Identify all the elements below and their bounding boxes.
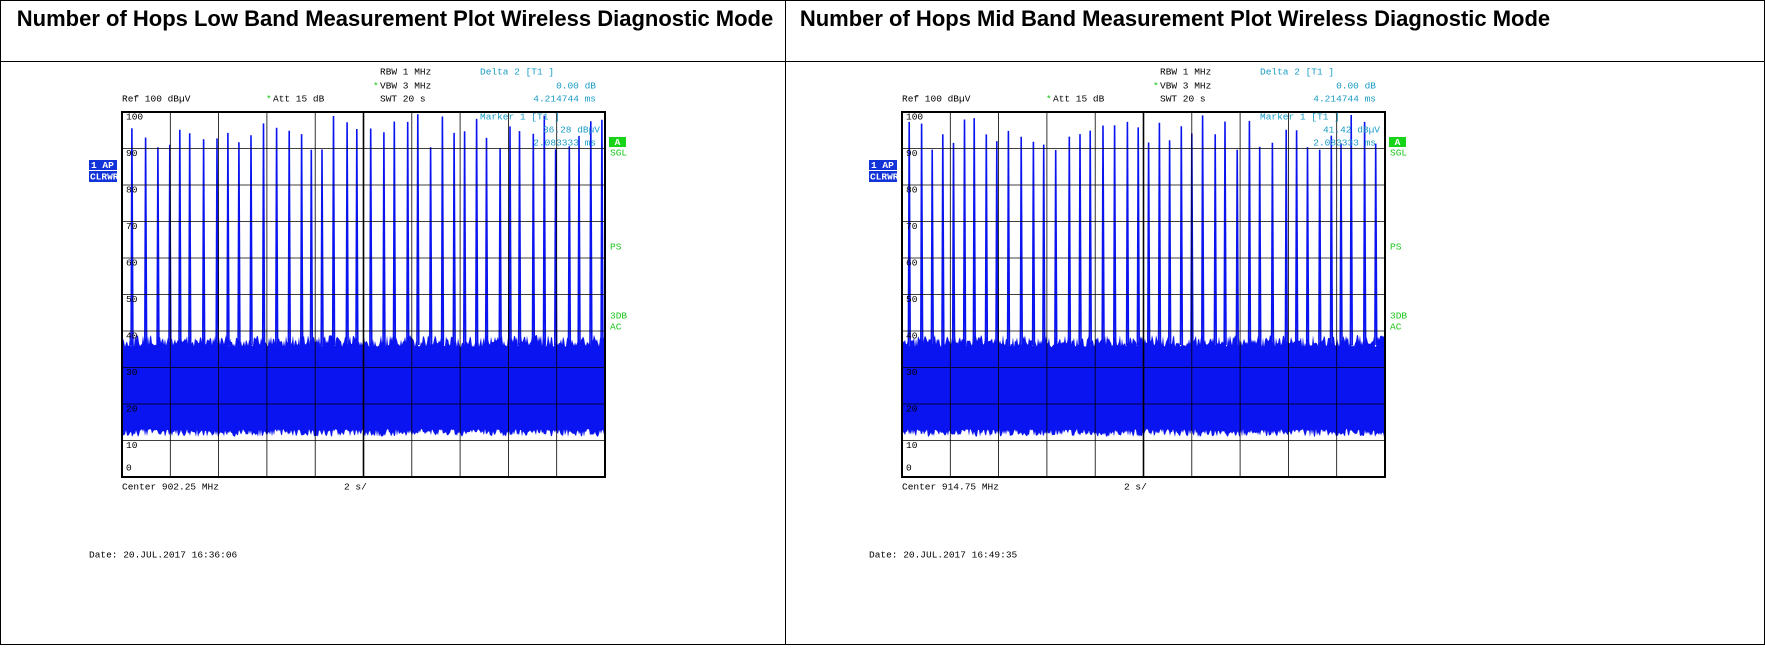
bandwidth: 3DB xyxy=(1390,311,1407,322)
delta-marker: Delta 2 [T1 ] xyxy=(1260,67,1334,78)
trace-label-box xyxy=(609,137,626,147)
span: 2 s/ xyxy=(344,482,367,493)
preset: PS xyxy=(1390,242,1402,253)
marker: Marker 1 [T1 ] xyxy=(1260,112,1340,123)
y-axis-label: 50 xyxy=(906,294,918,305)
trace-mode-box xyxy=(869,160,897,170)
vbw-flag: * xyxy=(1153,81,1159,92)
marker-level: 41.42 dBµV xyxy=(1323,125,1380,136)
y-axis-label: 20 xyxy=(906,404,918,415)
delta-level: 0.00 dB xyxy=(556,81,596,92)
panel-title: Number of Hops Low Band Measurement Plot… xyxy=(17,6,773,31)
delta-level: 0.00 dB xyxy=(1336,81,1376,92)
att-flag: * xyxy=(1046,94,1052,105)
vbw: VBW 3 MHz xyxy=(1160,81,1211,92)
plot-frame xyxy=(121,111,606,478)
trace-detector: CLRWR xyxy=(870,172,899,183)
trace-mode: 1 AP xyxy=(871,160,894,171)
y-axis-label: 100 xyxy=(126,112,143,123)
delta-time: 4.214744 ms xyxy=(533,94,596,105)
center-frequency: Center 902.25 MHz xyxy=(122,482,219,493)
trace-hops xyxy=(907,114,1378,346)
y-axis-label: 10 xyxy=(126,440,138,451)
sweep-mode: SGL xyxy=(610,148,627,159)
trace-detector-box xyxy=(89,171,117,182)
coupling: AC xyxy=(610,322,622,333)
y-axis-label: 30 xyxy=(906,367,918,378)
plot-frame xyxy=(901,111,1386,478)
vbw-flag: * xyxy=(373,81,379,92)
y-axis-label: 60 xyxy=(906,258,918,269)
swt: SWT 20 s xyxy=(1160,94,1206,105)
trace-label: A xyxy=(615,137,621,148)
vbw: VBW 3 MHz xyxy=(380,81,431,92)
att-flag: * xyxy=(266,94,272,105)
panel-title: Number of Hops Mid Band Measurement Plot… xyxy=(800,6,1550,31)
trace-label-box xyxy=(1389,137,1406,147)
coupling: AC xyxy=(1390,322,1402,333)
y-axis-label: 80 xyxy=(906,185,918,196)
rbw: RBW 1 MHz xyxy=(380,67,431,78)
trace-detector: CLRWR xyxy=(90,172,119,183)
center-frequency: Center 914.75 MHz xyxy=(902,482,999,493)
y-axis-label: 0 xyxy=(906,463,912,474)
y-axis-label: 90 xyxy=(906,148,918,159)
y-axis-label: 70 xyxy=(906,221,918,232)
y-axis-label: 20 xyxy=(126,404,138,415)
trace-label: A xyxy=(1395,137,1401,148)
marker: Marker 1 [T1 ] xyxy=(480,112,560,123)
y-axis-label: 70 xyxy=(126,221,138,232)
marker-level: 36.28 dBµV xyxy=(543,125,600,136)
marker-time: 2.083333 ms xyxy=(1313,138,1376,149)
attenuation: Att 15 dB xyxy=(1053,94,1105,105)
y-axis-label: 10 xyxy=(906,440,918,451)
y-axis-label: 40 xyxy=(126,331,138,342)
y-axis-label: 50 xyxy=(126,294,138,305)
marker-time: 2.083333 ms xyxy=(533,138,596,149)
delta-marker: Delta 2 [T1 ] xyxy=(480,67,554,78)
date: Date: 20.JUL.2017 16:49:35 xyxy=(869,550,1018,561)
ref-level: Ref 100 dBµV xyxy=(122,94,191,105)
trace-mode: 1 AP xyxy=(91,160,114,171)
delta-time: 4.214744 ms xyxy=(1313,94,1376,105)
sweep-mode: SGL xyxy=(1390,148,1407,159)
y-axis-label: 100 xyxy=(906,112,923,123)
y-axis-label: 40 xyxy=(906,331,918,342)
trace-mode-box xyxy=(89,160,117,170)
trace-detector-box xyxy=(869,171,897,182)
span: 2 s/ xyxy=(1124,482,1147,493)
y-axis-label: 30 xyxy=(126,367,138,378)
y-axis-label: 80 xyxy=(126,185,138,196)
y-axis-label: 90 xyxy=(126,148,138,159)
bandwidth: 3DB xyxy=(610,311,627,322)
ref-level: Ref 100 dBµV xyxy=(902,94,971,105)
y-axis-label: 0 xyxy=(126,463,132,474)
swt: SWT 20 s xyxy=(380,94,426,105)
date: Date: 20.JUL.2017 16:36:06 xyxy=(89,550,238,561)
preset: PS xyxy=(610,242,622,253)
rbw: RBW 1 MHz xyxy=(1160,67,1211,78)
y-axis-label: 60 xyxy=(126,258,138,269)
attenuation: Att 15 dB xyxy=(273,94,325,105)
